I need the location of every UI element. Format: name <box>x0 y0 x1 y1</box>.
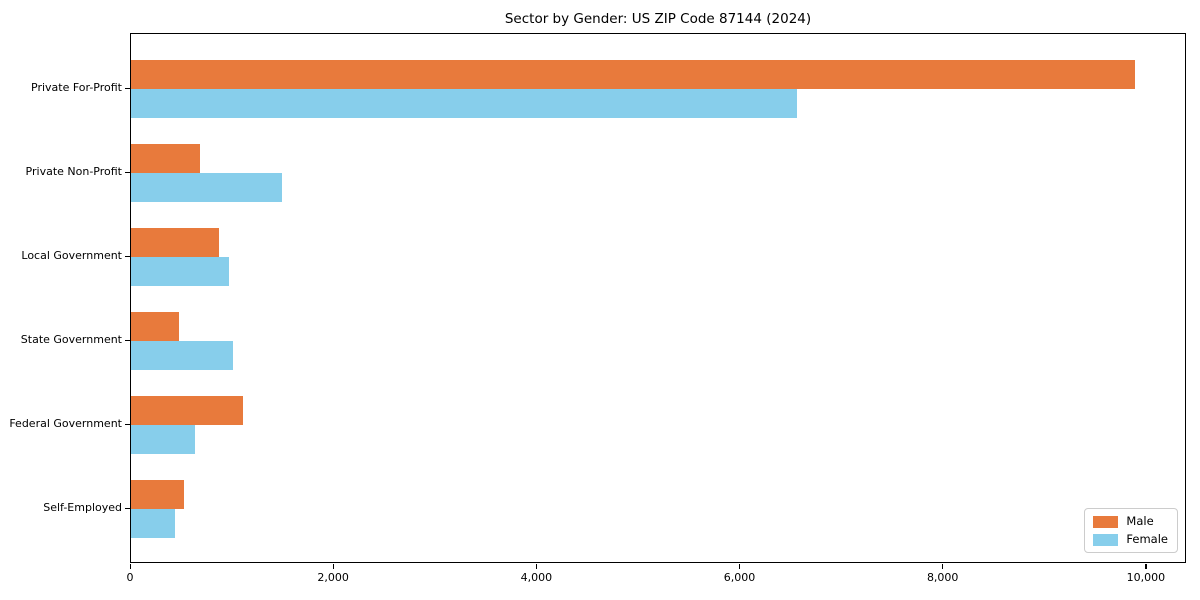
y-tick-label-state-government: State Government <box>20 333 122 346</box>
x-tick-mark <box>1145 564 1147 569</box>
female-series-swatch <box>1093 533 1119 546</box>
x-tick-label: 2,000 <box>317 571 349 584</box>
chart-title: Sector by Gender: US ZIP Code 87144 (202… <box>504 11 812 27</box>
x-tick-mark <box>739 564 741 569</box>
y-tick-label-self-employed: Self-Employed <box>43 501 122 514</box>
plot-area: Male Female <box>130 33 1186 563</box>
y-tick-mark <box>125 87 130 89</box>
bar-female-private-non-profit <box>131 173 283 202</box>
x-tick-mark <box>942 564 944 569</box>
legend-item-male: Male <box>1093 515 1168 528</box>
legend-item-female: Female <box>1093 533 1168 546</box>
bar-male-private-non-profit <box>131 144 200 173</box>
x-tick-label: 0 <box>126 571 134 584</box>
bar-male-local-government <box>131 228 220 257</box>
x-tick-label: 6,000 <box>723 571 756 584</box>
bar-male-private-for-profit <box>131 60 1135 89</box>
bar-male-self-employed <box>131 480 184 509</box>
x-tick-mark <box>535 564 538 569</box>
bars-layer <box>131 34 1185 562</box>
x-tick-mark <box>129 564 131 569</box>
bar-female-local-government <box>131 257 230 286</box>
legend: Male Female <box>1084 508 1178 553</box>
y-tick-mark <box>125 423 130 425</box>
male-series-swatch <box>1093 515 1119 528</box>
y-tick-mark <box>125 339 130 341</box>
bar-male-state-government <box>131 312 179 341</box>
bar-female-self-employed <box>131 509 175 538</box>
legend-label-female: Female <box>1126 532 1168 546</box>
bar-female-private-for-profit <box>131 89 798 118</box>
y-tick-label-private-non-profit: Private Non-Profit <box>25 165 122 178</box>
y-tick-mark <box>125 255 130 257</box>
x-tick-label: 4,000 <box>520 571 553 584</box>
bar-female-federal-government <box>131 425 195 454</box>
legend-label-male: Male <box>1126 514 1154 528</box>
x-tick-mark <box>332 564 334 569</box>
y-tick-mark <box>125 507 130 509</box>
y-tick-mark <box>125 171 130 173</box>
x-tick-label: 10,000 <box>1126 571 1166 584</box>
y-tick-label-local-government: Local Government <box>21 249 122 262</box>
bar-male-federal-government <box>131 396 243 425</box>
x-tick-label: 8,000 <box>926 571 959 584</box>
bar-female-state-government <box>131 341 234 370</box>
y-tick-label-private-for-profit: Private For-Profit <box>31 81 122 94</box>
y-tick-label-federal-government: Federal Government <box>9 417 122 430</box>
